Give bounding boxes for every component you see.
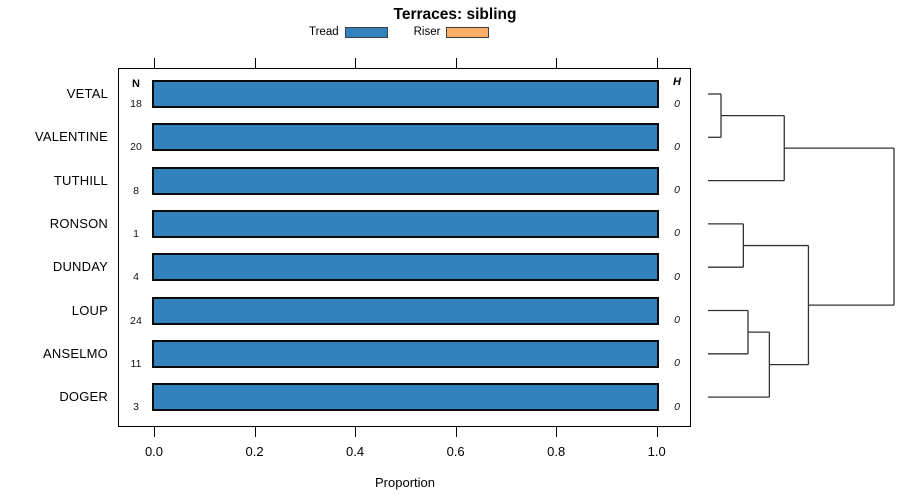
- row-label-vetal: VETAL: [66, 86, 108, 101]
- h-value: 0: [674, 140, 680, 153]
- axis-tick-top: [556, 58, 558, 68]
- x-tick-label: 0.4: [346, 444, 365, 459]
- axis-tick-bottom: [556, 427, 558, 437]
- axis-tick-bottom: [455, 427, 457, 437]
- legend-swatch: [344, 27, 388, 38]
- axis-tick-bottom: [355, 427, 357, 437]
- h-value: 0: [674, 184, 680, 197]
- bar-vetal: [152, 80, 659, 108]
- h-value: 0: [674, 357, 680, 370]
- bar-anselmo: [152, 339, 659, 368]
- axis-tick-bottom: [154, 427, 155, 437]
- row-label-valentine: VALENTINE: [34, 129, 108, 145]
- n-value: 3: [133, 401, 139, 414]
- legend-swatch: [446, 27, 490, 38]
- bar-dunday: [152, 253, 659, 282]
- x-tick-label: 0.0: [144, 444, 164, 459]
- row-label-dunday: DUNDAY: [52, 259, 108, 275]
- n-value: 1: [133, 227, 139, 240]
- n-value: 18: [130, 98, 142, 110]
- h-value: 0: [674, 227, 680, 240]
- row-label-tuthill: TUTHILL: [53, 172, 108, 188]
- x-tick-label: 1.0: [647, 444, 666, 459]
- n-value: 8: [133, 184, 139, 197]
- legend-item-tread: Tread: [309, 26, 388, 39]
- axis-tick-top: [254, 58, 256, 68]
- h-value: 0: [674, 314, 680, 326]
- x-tick-label: 0.8: [547, 444, 566, 459]
- axis-tick-top: [355, 58, 357, 68]
- x-axis-label: Proportion: [375, 475, 435, 490]
- bar-valentine: [152, 123, 659, 152]
- bar-tuthill: [152, 166, 659, 195]
- axis-tick-top: [656, 58, 658, 68]
- h-value: 0: [674, 270, 680, 283]
- legend: Tread Riser: [309, 26, 490, 39]
- h-value: 0: [674, 400, 680, 413]
- axis-tick-top: [154, 58, 155, 68]
- legend-label: Riser: [413, 26, 441, 38]
- n-value: 24: [130, 314, 142, 327]
- axis-tick-bottom: [656, 427, 658, 437]
- bar-doger: [152, 383, 659, 412]
- bar-ronson: [152, 209, 659, 238]
- row-label-ronson: RONSON: [49, 215, 108, 231]
- legend-item-riser: Riser: [414, 26, 490, 39]
- row-label-loup: LOUP: [71, 302, 108, 318]
- n-value: 11: [130, 357, 142, 370]
- h-column-header: H: [673, 76, 681, 88]
- x-tick-label: 0.6: [446, 444, 465, 459]
- x-tick-label: 0.2: [245, 444, 264, 459]
- bar-loup: [152, 296, 659, 325]
- row-label-anselmo: ANSELMO: [43, 345, 108, 361]
- row-label-doger: DOGER: [59, 389, 108, 405]
- n-value: 4: [133, 271, 139, 284]
- chart-title: Terraces: sibling: [393, 6, 517, 23]
- axis-tick-bottom: [254, 427, 256, 437]
- h-value: 0: [674, 97, 680, 110]
- axis-tick-top: [455, 58, 457, 68]
- legend-label: Tread: [309, 26, 339, 38]
- n-column-header: N: [132, 78, 140, 90]
- plot-box: [118, 68, 691, 427]
- n-value: 20: [130, 141, 142, 154]
